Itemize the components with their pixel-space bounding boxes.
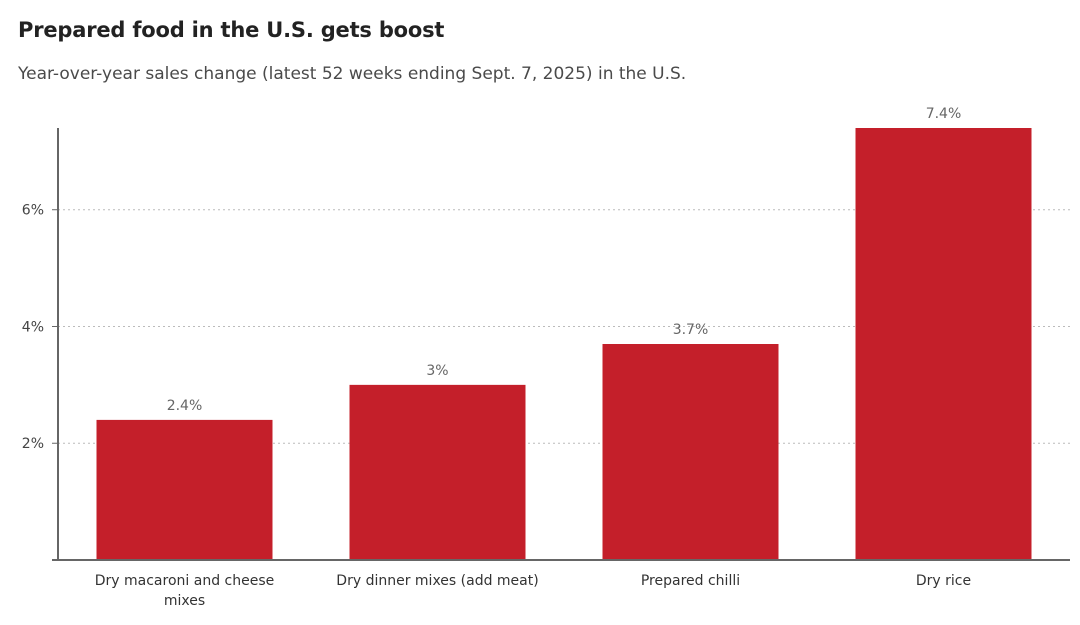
y-tick-label: 2% [22,436,44,452]
x-tick-label-line: Dry rice [916,573,971,589]
x-tick-label: Dry rice [916,573,971,589]
x-tick-label-line: Dry macaroni and cheese [95,573,274,589]
data-label: 3% [426,363,448,379]
x-tick-label-line: Dry dinner mixes (add meat) [336,573,538,589]
x-tick-label: Dry dinner mixes (add meat) [336,573,538,589]
y-tick-label: 6% [22,203,44,219]
x-tick-label: Dry macaroni and cheese mixes [95,573,274,609]
y-tick-label: 4% [22,319,44,335]
bar [855,128,1032,560]
chart-title: Prepared food in the U.S. gets boost [18,18,445,42]
bar [349,384,526,560]
bar [602,344,779,560]
x-tick-label-line: mixes [164,593,205,609]
bar [96,419,273,560]
x-tick-label-line: Prepared chilli [641,573,740,589]
data-label: 2.4% [167,398,203,414]
x-tick-label: Prepared chilli [641,573,740,589]
data-label: 3.7% [673,322,709,338]
data-label: 7.4% [926,106,962,122]
chart-subtitle: Year-over-year sales change (latest 52 w… [18,64,687,84]
